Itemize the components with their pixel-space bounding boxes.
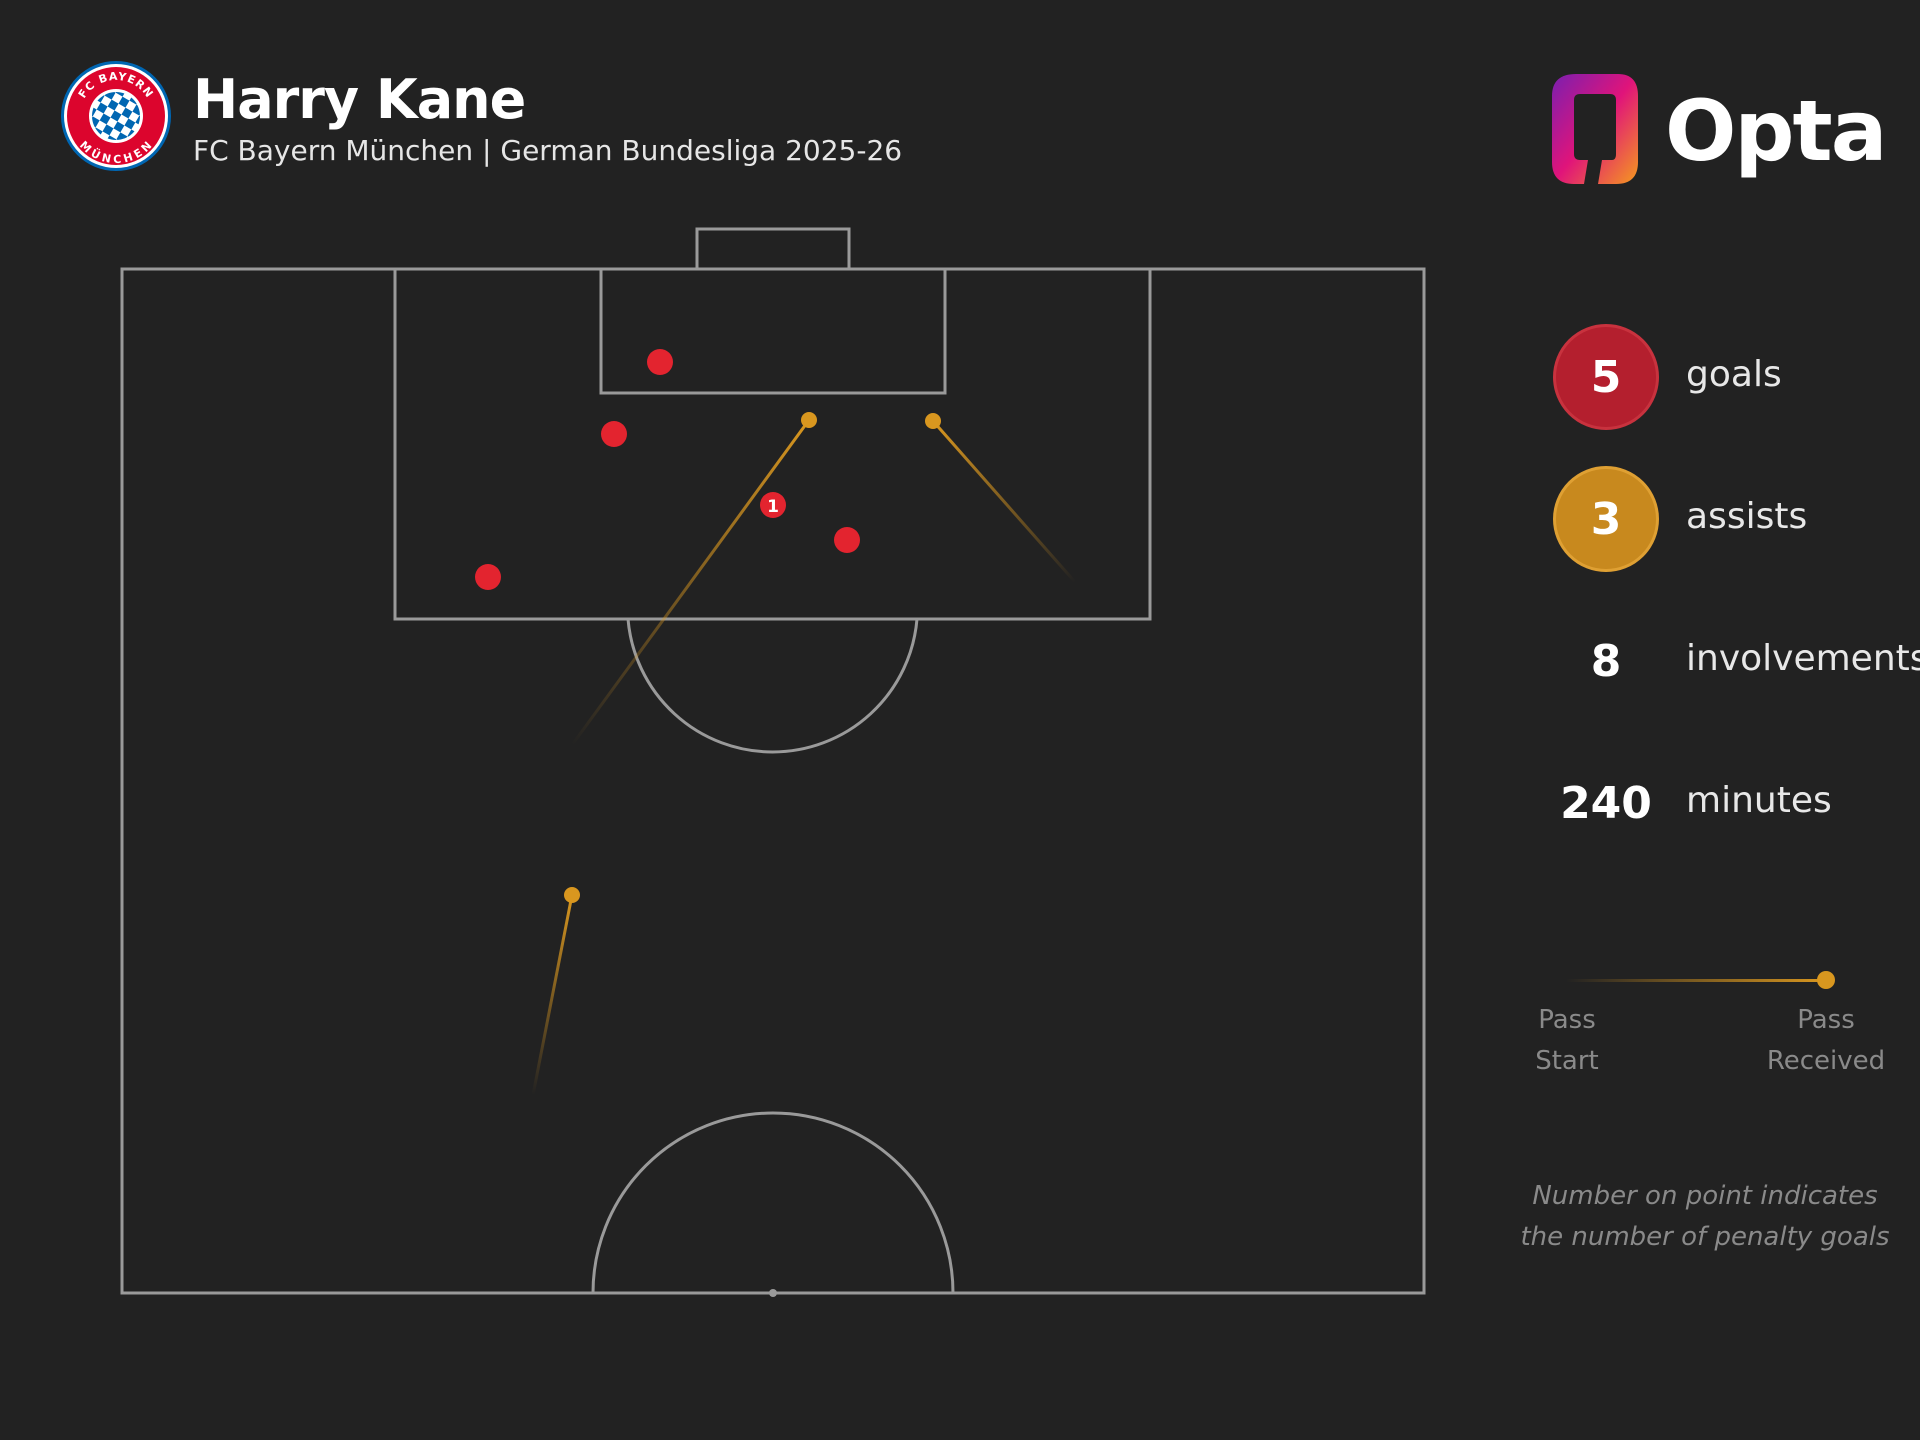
opta-logo-icon bbox=[1552, 74, 1638, 184]
pitch-map: 1 bbox=[120, 227, 1426, 1297]
legend-pass-received: Pass Received bbox=[1766, 1005, 1886, 1076]
pitch-boundary bbox=[120, 267, 1426, 1295]
goal bbox=[695, 227, 851, 271]
penalty-arc bbox=[626, 618, 919, 754]
involvements-label: involvements bbox=[1686, 638, 1920, 679]
penalty-goal-point bbox=[760, 492, 786, 518]
minutes-label: minutes bbox=[1686, 780, 1832, 821]
opta-wordmark: Opta bbox=[1665, 82, 1887, 180]
goal-point bbox=[475, 564, 501, 590]
assists-count: 3 bbox=[1553, 466, 1659, 572]
six-yard-box bbox=[599, 267, 947, 395]
subtitle: FC Bayern München | German Bundesliga 20… bbox=[193, 134, 903, 167]
penalty-note: Number on point indicates the number of … bbox=[1520, 1181, 1890, 1252]
legend-pass-start: Pass Start bbox=[1535, 1005, 1599, 1076]
centre-spot bbox=[769, 1289, 777, 1297]
goal-point bbox=[601, 421, 627, 447]
assist-received-point bbox=[801, 412, 817, 428]
assist-received-point bbox=[564, 887, 580, 903]
minutes-count: 240 bbox=[1560, 778, 1652, 829]
penalty-box bbox=[393, 267, 1152, 621]
player-name: Harry Kane bbox=[193, 68, 526, 131]
goals-count: 5 bbox=[1553, 324, 1659, 430]
assists-label: assists bbox=[1686, 496, 1808, 537]
assist-received-point bbox=[925, 413, 941, 429]
assist-pass-line bbox=[531, 894, 574, 1096]
assist-pass-line bbox=[570, 419, 811, 746]
assist-pass-line bbox=[931, 420, 1077, 583]
penalty-goal-count: 1 bbox=[767, 497, 779, 517]
bayern-crest-icon: FC BAYERN MÜNCHEN bbox=[61, 61, 171, 171]
goals-label: goals bbox=[1686, 354, 1782, 395]
pass-received-marker bbox=[1817, 971, 1835, 989]
goal-point bbox=[834, 527, 860, 553]
centre-circle bbox=[591, 1111, 955, 1294]
goal-point bbox=[647, 349, 673, 375]
involvements-count: 8 bbox=[1590, 636, 1622, 687]
pass-legend-line bbox=[1566, 971, 1835, 989]
